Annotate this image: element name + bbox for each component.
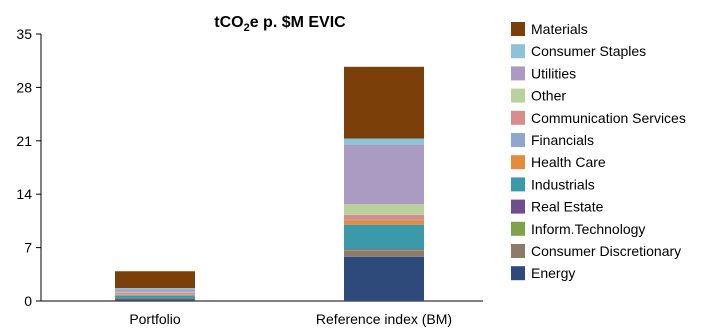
legend-swatch xyxy=(511,266,525,281)
category-label: Portfolio xyxy=(129,311,181,327)
legend-swatch xyxy=(511,177,525,192)
y-tick-label: 21 xyxy=(16,133,32,149)
legend-label: Materials xyxy=(531,21,588,37)
bar-segment-communication-services-portfolio xyxy=(115,292,195,295)
bar-segment-financials-portfolio xyxy=(115,294,195,295)
bar-segment-consumer-discretionary-reference-index xyxy=(344,250,424,257)
legend-label: Inform.Technology xyxy=(531,221,645,237)
bar-segment-other-portfolio xyxy=(115,291,195,293)
legend-swatch xyxy=(511,110,525,125)
legend-swatch xyxy=(511,221,525,236)
bar-segment-consumer-staples-reference-index xyxy=(344,138,424,145)
legend-swatch xyxy=(511,244,525,258)
bar-segment-utilities-portfolio xyxy=(115,289,195,292)
y-tick-label: 7 xyxy=(24,240,32,256)
bar-segment-industrials-portfolio xyxy=(115,295,195,298)
bar-segment-consumer-staples-portfolio xyxy=(115,288,195,290)
chart-title: tCO2e p. $M EVIC xyxy=(214,14,346,34)
y-tick-label: 35 xyxy=(16,26,32,42)
bars xyxy=(115,66,424,301)
legend-label: Real Estate xyxy=(531,199,604,215)
legend-swatch xyxy=(511,199,525,214)
legend-swatch xyxy=(511,133,525,147)
legend-swatch xyxy=(511,66,525,81)
chart-title-subscript: 2 xyxy=(244,22,250,34)
legend-label: Financials xyxy=(531,132,594,148)
category-label: Reference index (BM) xyxy=(316,311,452,327)
chart-title-main: tCO xyxy=(214,14,243,31)
bar-segment-materials-portfolio xyxy=(115,271,195,289)
legend-label: Health Care xyxy=(531,154,606,170)
bar-segment-energy-portfolio xyxy=(115,299,195,301)
legend-label: Industrials xyxy=(531,176,595,192)
legend-label: Communication Services xyxy=(531,110,686,126)
legend-swatch xyxy=(511,88,525,103)
bar-segment-real-estate-reference-index xyxy=(344,249,424,250)
legend-swatch xyxy=(511,22,525,36)
bar-segment-consumer-discretionary-portfolio xyxy=(115,297,195,300)
bar-segment-inform-technology-reference-index xyxy=(344,249,424,251)
chart-title-rest: e p. $M EVIC xyxy=(250,14,346,31)
bar-segment-health-care-portfolio xyxy=(115,294,195,296)
legend-label: Consumer Staples xyxy=(531,43,646,59)
bar-segment-financials-reference-index xyxy=(344,219,424,221)
y-tick-label: 0 xyxy=(24,293,32,309)
bar-segment-materials-reference-index xyxy=(344,66,424,139)
legend-swatch xyxy=(511,44,525,59)
bar-segment-communication-services-reference-index xyxy=(344,214,424,220)
bar-segment-industrials-reference-index xyxy=(344,224,424,250)
legend: Materials Consumer Staples Utilities Other C… xyxy=(511,21,686,281)
y-tick-label: 28 xyxy=(16,79,32,95)
legend-label: Energy xyxy=(531,265,575,281)
legend-label: Utilities xyxy=(531,65,576,81)
bar-segment-energy-reference-index xyxy=(344,256,424,301)
legend-label: Consumer Discretionary xyxy=(531,243,681,259)
legend-swatch xyxy=(511,155,525,170)
bar-segment-utilities-reference-index xyxy=(344,144,424,205)
bar-segment-other-reference-index xyxy=(344,204,424,215)
y-tick-label: 14 xyxy=(16,186,32,202)
legend-label: Other xyxy=(531,88,566,104)
bar-segment-health-care-reference-index xyxy=(344,220,424,225)
